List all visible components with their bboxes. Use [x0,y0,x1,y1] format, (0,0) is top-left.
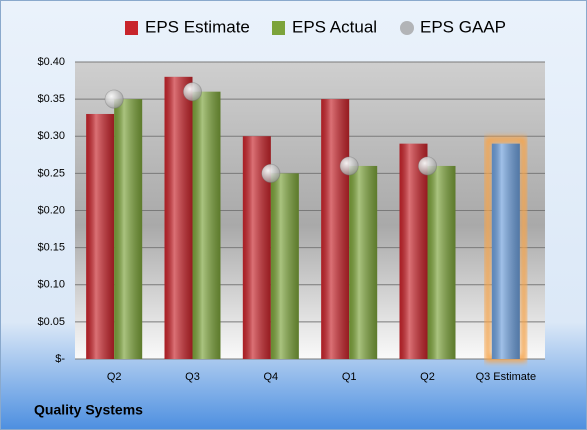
x-tick-label: Q2 [107,371,122,383]
bar-shine [349,165,378,359]
legend-marker [125,21,138,35]
bar-shine [321,99,350,359]
legend-label: EPS Estimate [145,17,250,36]
bar-shine [164,76,193,359]
bar-shine [192,91,221,359]
x-tick-label: Q2 [420,371,435,383]
gaap-highlight [340,156,359,175]
bar-shine [427,165,456,359]
bar-shine [270,173,299,359]
y-tick-label: $- [55,353,65,365]
bar-shine [114,99,143,359]
gaap-highlight [418,156,437,175]
x-tick-label: Q3 [185,371,200,383]
bar-shine [491,143,520,359]
legend-marker [400,21,414,35]
y-tick-label: $0.10 [37,279,65,291]
x-tick-label: Q4 [263,371,278,383]
legend-marker [272,21,285,35]
y-tick-label: $0.35 [37,93,65,105]
x-tick-label: Q1 [342,371,357,383]
y-tick-label: $0.30 [37,130,65,142]
y-tick-label: $0.25 [37,167,65,179]
gaap-highlight [183,82,202,101]
footer: Quality Systems [34,402,143,418]
legend-label: EPS GAAP [420,17,506,36]
y-tick-label: $0.20 [37,204,65,216]
legend-label: EPS Actual [292,17,377,36]
gaap-highlight [105,90,124,109]
y-tick-label: $0.15 [37,242,65,254]
gaap-highlight [261,164,280,183]
y-tick-label: $0.05 [37,316,65,328]
x-tick-label: Q3 Estimate [476,371,537,383]
bar-shine [399,143,428,359]
bar-shine [86,113,115,359]
y-tick-label: $0.40 [37,56,65,68]
